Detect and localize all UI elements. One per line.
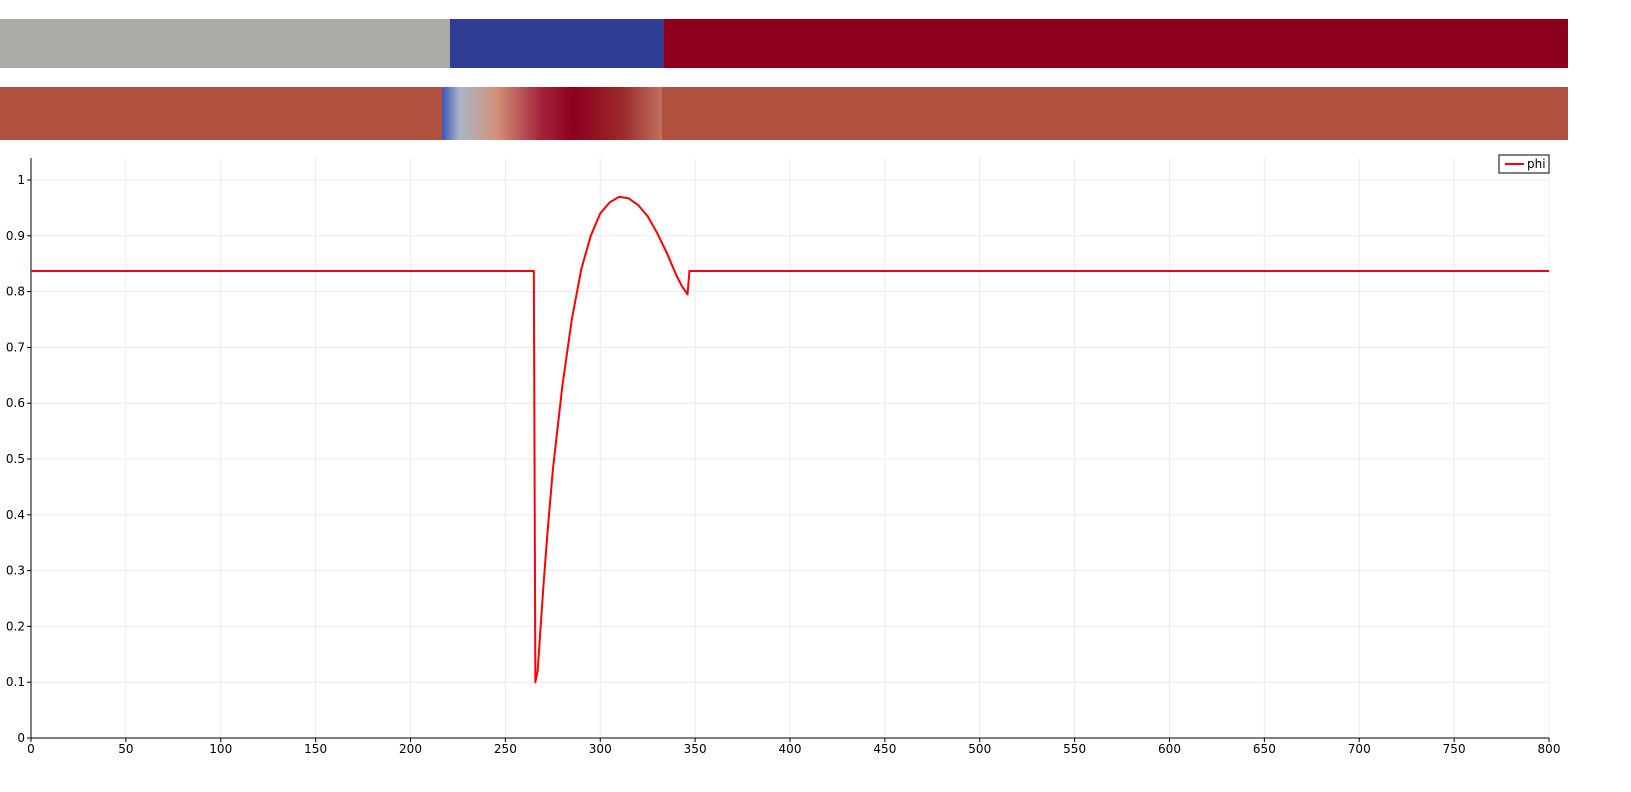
top-band-segment xyxy=(0,19,450,68)
x-tick-label: 350 xyxy=(684,742,707,756)
x-tick-label: 300 xyxy=(589,742,612,756)
x-tick-label: 100 xyxy=(209,742,232,756)
x-tick-label: 250 xyxy=(494,742,517,756)
x-tick-label: 450 xyxy=(873,742,896,756)
y-tick-label: 0.1 xyxy=(6,675,25,689)
y-tick-label: 0.3 xyxy=(6,564,25,578)
x-tick-label: 150 xyxy=(304,742,327,756)
top-band-segment xyxy=(664,19,1568,68)
chart-series xyxy=(31,195,1549,684)
x-tick-label: 800 xyxy=(1538,742,1561,756)
x-tick-label: 200 xyxy=(399,742,422,756)
chart-ticks: 0 50 100 150 200 250 300 350 400 450 500 550 600 650 7… xyxy=(6,173,1561,756)
y-tick-label: 0.6 xyxy=(6,396,25,410)
x-tick-label: 600 xyxy=(1158,742,1181,756)
y-tick-label: 0.2 xyxy=(6,619,25,633)
y-tick-label: 0.8 xyxy=(6,285,25,299)
x-tick-label: 750 xyxy=(1443,742,1466,756)
middle-band-base xyxy=(0,87,1568,140)
top-band-segment xyxy=(449,19,665,68)
chart-grid xyxy=(31,158,1550,738)
x-tick-label: 0 xyxy=(27,742,35,756)
middle-band-gradient xyxy=(441,87,662,140)
series-line-phi xyxy=(31,195,1549,684)
chart-legend: phi xyxy=(1498,154,1550,174)
x-tick-label: 650 xyxy=(1253,742,1276,756)
top-render-band xyxy=(0,19,1631,68)
legend-label: phi xyxy=(1527,157,1546,171)
x-tick-label: 50 xyxy=(118,742,133,756)
x-tick-label: 400 xyxy=(779,742,802,756)
y-tick-label: 0 xyxy=(17,731,25,745)
y-tick-label: 0.4 xyxy=(6,508,25,522)
y-tick-label: 0.7 xyxy=(6,340,25,354)
y-tick-label: 1 xyxy=(17,173,25,187)
x-tick-label: 500 xyxy=(968,742,991,756)
x-tick-label: 700 xyxy=(1348,742,1371,756)
y-tick-label: 0.9 xyxy=(6,229,25,243)
y-tick-label: 0.5 xyxy=(6,452,25,466)
x-tick-label: 550 xyxy=(1063,742,1086,756)
middle-render-band xyxy=(0,87,1631,140)
